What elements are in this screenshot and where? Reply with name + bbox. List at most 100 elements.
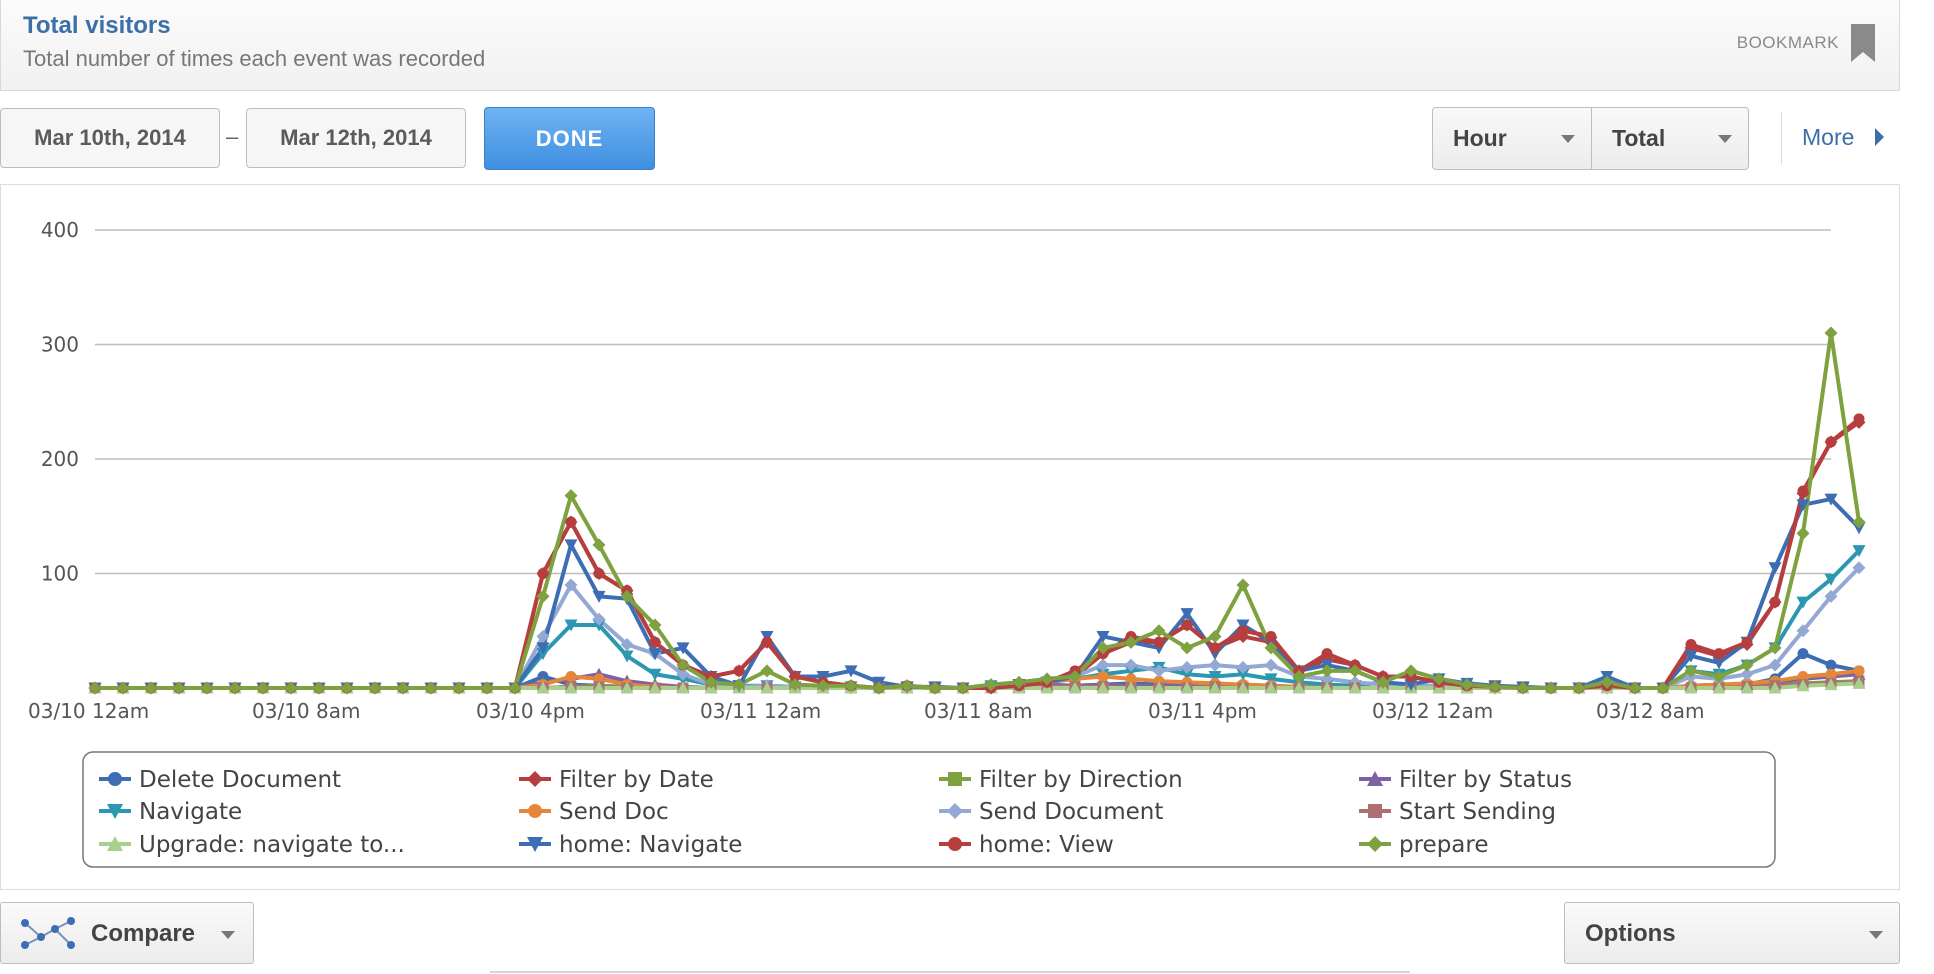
data-point [1712, 670, 1726, 684]
series-line [95, 549, 1861, 690]
chevron-right-icon[interactable] [1875, 128, 1884, 146]
x-tick-label: 03/11 4pm [1148, 699, 1257, 723]
data-point [1181, 619, 1193, 631]
done-button[interactable]: DONE [484, 107, 655, 170]
options-button[interactable]: Options [1564, 902, 1900, 964]
date-separator: – [226, 124, 239, 149]
measure-select[interactable]: Total [1591, 107, 1749, 170]
data-point [1768, 641, 1782, 655]
data-point [1628, 681, 1642, 695]
legend-swatch-marker [1368, 804, 1382, 818]
bottom-rule [490, 971, 1410, 973]
data-point [452, 681, 466, 695]
bookmark-icon[interactable] [1849, 24, 1877, 62]
legend-swatch-marker [527, 771, 543, 787]
more-link[interactable]: More [1802, 124, 1855, 150]
y-tick-label: 300 [41, 333, 79, 357]
y-tick-label: 100 [41, 562, 79, 586]
start-date-button[interactable]: Mar 10th, 2014 [0, 108, 220, 168]
data-point [592, 681, 606, 694]
bookmark-label[interactable]: BOOKMARK [1736, 33, 1839, 52]
data-point [620, 589, 634, 603]
legend-swatch-marker [527, 837, 543, 852]
data-point [1096, 641, 1110, 655]
data-point [676, 658, 690, 672]
chevron-down-icon [1718, 135, 1732, 143]
legend-label: Navigate [139, 799, 242, 825]
legend-label: home: Navigate [559, 832, 742, 858]
data-point [984, 678, 998, 692]
chevron-down-icon [1869, 931, 1883, 939]
series-line [95, 420, 1861, 690]
report-title: Total visitors [23, 12, 171, 39]
data-point [620, 650, 634, 663]
data-point [900, 679, 914, 693]
legend-label: Filter by Direction [979, 767, 1183, 793]
data-point [340, 681, 354, 695]
data-point [480, 681, 494, 695]
data-point [536, 629, 550, 643]
data-point [1208, 629, 1222, 643]
data-point [1488, 680, 1502, 694]
data-point [1768, 562, 1782, 575]
data-point [1740, 658, 1754, 672]
legend-swatch-marker [948, 772, 962, 786]
compare-button[interactable]: Compare [0, 902, 254, 964]
data-point [1684, 664, 1698, 678]
legend-box [82, 751, 1776, 868]
legend-label: Upgrade: navigate to... [139, 832, 405, 858]
data-point [1264, 641, 1278, 655]
legend-swatch-marker [107, 836, 123, 851]
data-point [1236, 629, 1250, 643]
data-point [284, 681, 298, 695]
data-point [956, 681, 970, 695]
data-point [1796, 499, 1810, 512]
data-point [1208, 658, 1222, 672]
data-point [760, 681, 774, 694]
measure-select-value: Total [1612, 125, 1666, 151]
data-point [1852, 515, 1866, 529]
data-point [1404, 664, 1418, 678]
data-point [564, 578, 578, 592]
data-point [1265, 630, 1277, 642]
data-point [1376, 675, 1390, 689]
data-point [1152, 624, 1166, 638]
data-point [1124, 635, 1138, 649]
data-point [1656, 681, 1670, 695]
x-tick-label: 03/10 8am [252, 699, 360, 723]
interval-select[interactable]: Hour [1432, 107, 1592, 170]
data-point [1460, 678, 1474, 692]
data-point [1292, 681, 1306, 694]
data-point [1125, 673, 1137, 685]
report-subtitle: Total number of times each event was rec… [23, 46, 486, 71]
data-point [564, 619, 578, 632]
end-date-button[interactable]: Mar 12th, 2014 [246, 108, 466, 168]
compare-label: Compare [91, 920, 196, 947]
data-point [1404, 679, 1418, 692]
data-point [424, 681, 438, 695]
data-point [1768, 681, 1782, 694]
legend-label: Filter by Date [559, 767, 714, 793]
x-tick-label: 03/11 8am [924, 699, 1032, 723]
data-point [1068, 681, 1082, 694]
data-point [1097, 671, 1109, 683]
data-point [733, 665, 745, 677]
x-tick-label: 03/12 12am [1372, 699, 1493, 723]
data-point [1853, 413, 1865, 425]
legend-label: home: View [979, 832, 1114, 858]
data-point [200, 681, 214, 695]
data-point [1796, 596, 1810, 609]
data-point [508, 681, 522, 695]
data-point [1236, 668, 1250, 681]
line-chart: 100 200 300 400 03/10 12am 03/10 8am 03/10 4pm… [28, 218, 1866, 868]
data-point [788, 678, 802, 692]
data-point [1852, 545, 1866, 558]
data-point [1264, 681, 1278, 694]
x-tick-label: 03/11 12am [700, 699, 821, 723]
data-point [620, 637, 634, 651]
data-point [648, 681, 662, 694]
legend-label: Delete Document [139, 767, 341, 793]
data-point [1797, 485, 1809, 497]
data-point [396, 681, 410, 695]
data-point [1236, 578, 1250, 592]
